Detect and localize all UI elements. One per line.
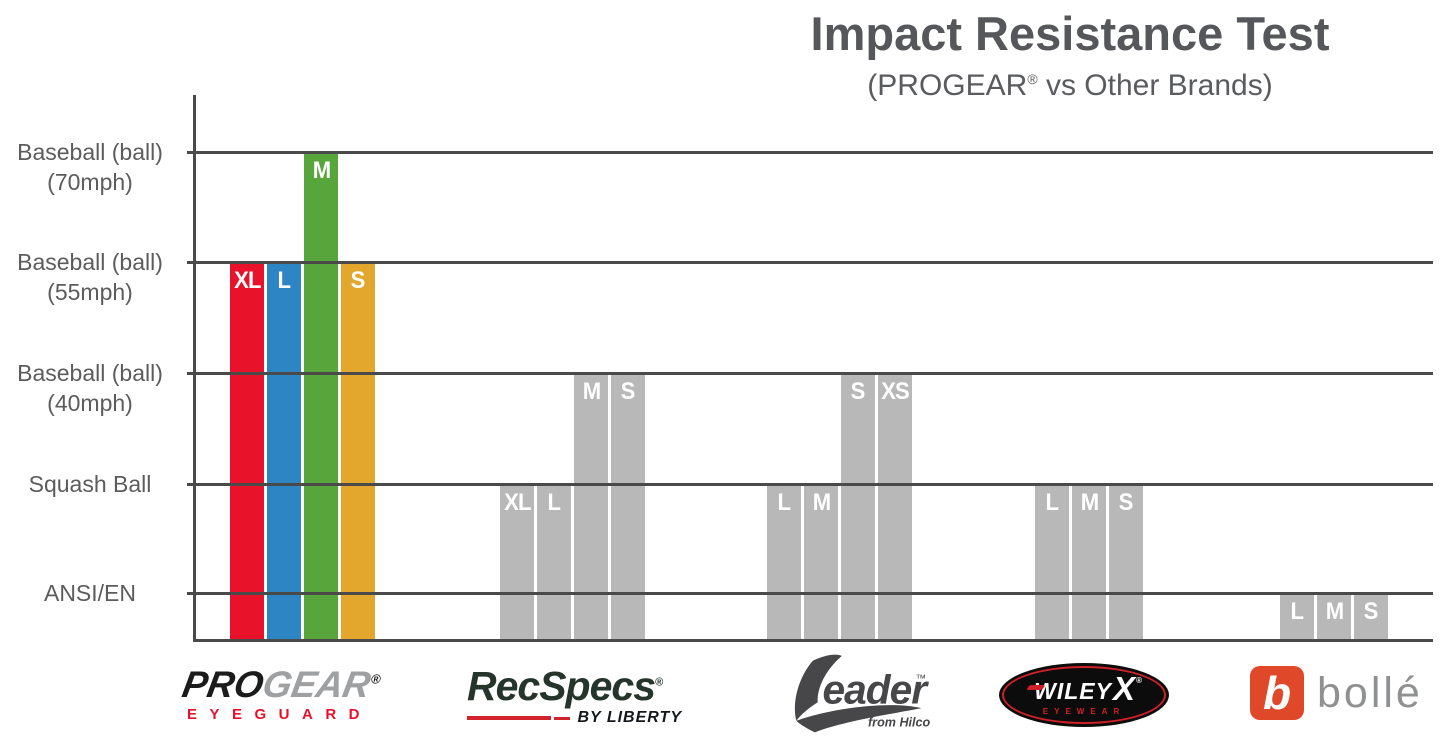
y-axis-label-70mph: Baseball (ball) (70mph) bbox=[17, 139, 163, 195]
bar-size-label: L bbox=[1045, 489, 1059, 516]
bar-wiley-l: L bbox=[1035, 484, 1069, 639]
bar-recspecs-s: S bbox=[611, 373, 645, 639]
recspecs-tagline: BY LIBERTY bbox=[467, 709, 682, 727]
registered-mark: ® bbox=[1135, 676, 1143, 685]
wiley-x-wordmark: WILEY X ® bbox=[1025, 672, 1143, 708]
leader-from-hilco-text: from Hilco bbox=[868, 716, 931, 730]
bar-size-label: L bbox=[277, 267, 291, 294]
page-title: Impact Resistance Test bbox=[810, 7, 1330, 60]
chart-plot-area: XL L M S XL L M S L M S XS L M S L M S bbox=[187, 95, 1433, 642]
page-subtitle: (PROGEAR® vs Other Brands) bbox=[867, 68, 1273, 102]
gridline-ansi bbox=[187, 592, 1433, 595]
bar-size-label: L bbox=[777, 489, 791, 516]
wiley-x-oval: WILEY X ® EYEWEAR bbox=[1002, 666, 1166, 724]
bar-size-label: L bbox=[547, 489, 561, 516]
bar-size-label: M bbox=[312, 157, 330, 184]
bar-size-label: M bbox=[812, 489, 830, 516]
red-line bbox=[467, 716, 552, 720]
bar-leader-l: L bbox=[767, 484, 801, 639]
y-axis-labels: Baseball (ball) (70mph) Baseball (ball) (55… bbox=[0, 0, 180, 741]
gridline-70mph bbox=[187, 151, 1433, 154]
registered-mark: ® bbox=[369, 671, 382, 687]
registered-mark: ® bbox=[1027, 70, 1038, 87]
red-swoosh bbox=[1026, 684, 1046, 690]
bar-recspecs-xl: XL bbox=[500, 484, 534, 639]
bar-leader-s: S bbox=[841, 373, 875, 639]
bar-size-label: M bbox=[1325, 598, 1343, 625]
brand-logo-leader: eader ™ from Hilco bbox=[768, 653, 938, 741]
bolle-wordmark: bollé bbox=[1317, 668, 1423, 717]
bar-progear-m: M bbox=[304, 152, 338, 639]
bar-leader-m: M bbox=[804, 484, 838, 639]
bar-size-label: XL bbox=[233, 267, 261, 294]
bar-wiley-s: S bbox=[1109, 484, 1143, 639]
gridline-55mph bbox=[187, 261, 1433, 264]
brand-logo-wiley-x: WILEY X ® EYEWEAR bbox=[1002, 666, 1172, 724]
gridline-squash bbox=[187, 483, 1433, 486]
registered-mark: ® bbox=[655, 676, 663, 689]
bar-progear-xl: XL bbox=[230, 262, 264, 639]
brand-logo-bolle: b bollé bbox=[1250, 666, 1430, 720]
trademark-mark: ™ bbox=[915, 673, 926, 685]
red-dash bbox=[554, 716, 571, 720]
brand-logo-progear: PROGEAR® EYEGUARD bbox=[179, 664, 418, 723]
bar-bolle-s: S bbox=[1354, 593, 1388, 639]
y-axis-label-40mph: Baseball (ball) (40mph) bbox=[17, 360, 163, 416]
bar-recspecs-m: M bbox=[574, 373, 608, 639]
y-axis-label-55mph: Baseball (ball) (55mph) bbox=[17, 249, 163, 305]
leader-wordmark: eader bbox=[822, 666, 929, 712]
leader-swoosh-graphic: eader ™ from Hilco bbox=[794, 654, 931, 733]
bar-size-label: L bbox=[1290, 598, 1304, 625]
bar-progear-l: L bbox=[267, 262, 301, 639]
chart-header: Impact Resistance Test (PROGEAR® vs Othe… bbox=[700, 8, 1440, 103]
bar-size-label: M bbox=[582, 378, 600, 405]
bar-bolle-m: M bbox=[1317, 593, 1351, 639]
bar-size-label: XL bbox=[503, 489, 531, 516]
bar-size-label: XS bbox=[881, 378, 910, 405]
bar-wiley-m: M bbox=[1072, 484, 1106, 639]
brand-logo-recspecs: RecSpecs® BY LIBERTY bbox=[467, 666, 682, 727]
wiley-eyewear-text: EYEWEAR bbox=[1042, 706, 1126, 716]
recspecs-wordmark: RecSpecs® bbox=[467, 663, 663, 709]
bolle-b-icon: b bbox=[1250, 666, 1304, 720]
bar-progear-s: S bbox=[341, 262, 375, 639]
bar-size-label: S bbox=[351, 267, 366, 294]
bar-size-label: S bbox=[1364, 598, 1379, 625]
bar-bolle-l: L bbox=[1280, 593, 1314, 639]
bar-size-label: M bbox=[1080, 489, 1098, 516]
gridline-40mph bbox=[187, 372, 1433, 375]
y-axis-label-squash: Squash Ball bbox=[28, 471, 152, 497]
bar-leader-xs: XS bbox=[878, 373, 912, 639]
bar-recspecs-l: L bbox=[537, 484, 571, 639]
bar-size-label: S bbox=[851, 378, 866, 405]
progear-eyeguard-text: EYEGUARD bbox=[187, 706, 373, 723]
bar-size-label: S bbox=[1119, 489, 1134, 516]
y-axis-label-ansi: ANSI/EN bbox=[43, 580, 137, 606]
bar-size-label: S bbox=[621, 378, 636, 405]
progear-wordmark: PROGEAR® bbox=[179, 664, 382, 705]
